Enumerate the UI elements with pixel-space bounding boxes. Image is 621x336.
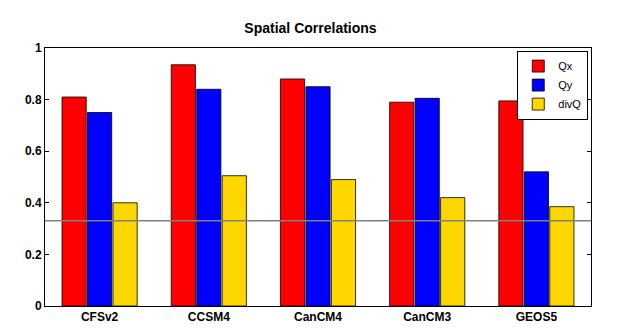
svg-text:Spatial Correlations: Spatial Correlations	[244, 20, 376, 36]
svg-text:0.8: 0.8	[25, 93, 42, 107]
svg-text:Qy: Qy	[558, 79, 573, 91]
svg-text:0: 0	[35, 299, 42, 313]
svg-text:CCSM4: CCSM4	[188, 310, 230, 324]
svg-text:divQ: divQ	[558, 98, 581, 110]
svg-text:CFSv2: CFSv2	[81, 310, 119, 324]
svg-text:CanCM4: CanCM4	[294, 310, 342, 324]
svg-text:0.6: 0.6	[25, 144, 42, 158]
svg-text:CanCM3: CanCM3	[403, 310, 451, 324]
svg-text:1: 1	[35, 41, 42, 55]
svg-text:GEOS5: GEOS5	[516, 310, 558, 324]
svg-text:0.2: 0.2	[25, 248, 42, 262]
svg-text:0.4: 0.4	[25, 196, 42, 210]
svg-text:Qx: Qx	[558, 60, 573, 72]
